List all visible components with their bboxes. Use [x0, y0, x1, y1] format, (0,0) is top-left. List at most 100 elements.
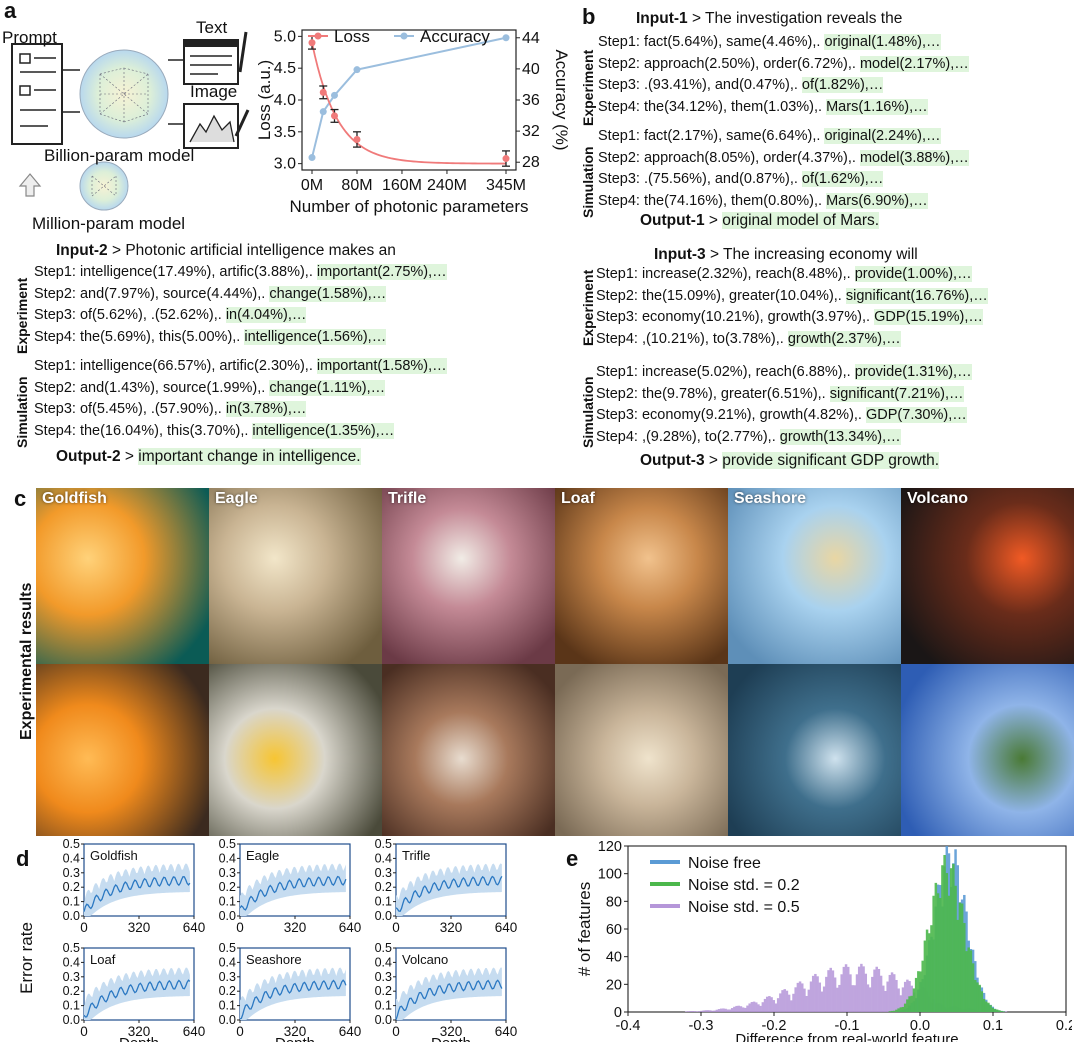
image-label-trifle: Trifle [388, 490, 427, 507]
input1-experiment-step-4: Step4: the(34.12%), them(1.03%),. Mars(1… [598, 98, 928, 115]
hist-bar [860, 963, 863, 1012]
experimental-loaf-image: Loaf [555, 488, 728, 664]
step-text: Step4: ,(10.21%), to(3.78%),. [596, 330, 788, 347]
error-x-tick-label: 640 [495, 920, 518, 935]
hist-x-tick-label: -0.1 [835, 1018, 860, 1034]
hist-bar [908, 996, 911, 1012]
step-text: Step3: .(75.56%), and(0.87%),. [598, 171, 802, 187]
hist-bar [829, 967, 832, 1012]
step-highlight: model(3.88%),… [859, 149, 969, 166]
output-1-line-highlight: original model of Mars. [722, 212, 880, 229]
input2-simulation-step-3: Step3: of(5.45%), .(57.90%),. in(3.78%),… [34, 401, 307, 417]
hist-bar [689, 1011, 692, 1012]
schematic-svg [11, 31, 250, 211]
hist-bar [761, 1002, 765, 1012]
error-panel-eagle: Eagle 0.00.10.20.30.40.5 0 320 640 [219, 837, 362, 935]
loss-fit-line [311, 42, 507, 165]
input3-simulation-step-4: Step4: ,(9.28%), to(2.77%),. growth(13.3… [596, 428, 901, 445]
hist-bar [971, 963, 975, 1012]
error-y-tick-label: 0.2 [219, 880, 236, 894]
step-highlight: Mars(1.16%),… [826, 98, 928, 115]
hist-bar [928, 933, 931, 1012]
experimental-volcano-image: Volcano [901, 488, 1074, 664]
hist-bar [717, 1009, 721, 1012]
experimental-eagle-image: Eagle [209, 488, 382, 664]
step-text: Step1: intelligence(17.49%), artific(3.8… [34, 264, 317, 280]
step-text: Step4: ,(9.28%), to(2.77%),. [596, 428, 780, 445]
input-3-line: Input-3 > The increasing economy will [654, 246, 918, 264]
hist-bar [974, 980, 977, 1012]
hist-bar [695, 1011, 699, 1012]
hist-bar [864, 973, 868, 1012]
image-label-eagle: Eagle [215, 490, 258, 507]
hist-bar [991, 1007, 995, 1012]
error-x-tick-label: 0 [80, 1024, 88, 1039]
hist-y-tick-label: 40 [606, 950, 622, 966]
pencil-icon [238, 31, 248, 73]
hist-bar [693, 1011, 697, 1012]
hist-bar [816, 976, 819, 1012]
hist-bar [969, 950, 973, 1012]
hist-x-tick-label: 0.2 [1056, 1018, 1072, 1034]
hist-bar [757, 1004, 760, 1012]
side-label-simulation-3: Simulation [580, 376, 596, 448]
input-1-line: Input-1 > The investigation reveals the [636, 10, 902, 28]
input3-simulation-step-3: Step3: economy(9.21%), growth(4.82%),. G… [596, 407, 967, 423]
step-highlight: growth(13.34%),… [779, 428, 901, 445]
input2-simulation-step-2: Step2: and(1.43%), source(1.99%),. chang… [34, 379, 386, 396]
hist-bar [886, 981, 889, 1012]
error-y-tick-label: 0.1 [375, 999, 392, 1013]
step-text: Step2: and(1.43%), source(1.99%),. [34, 379, 270, 396]
input3-experiment-step-2: Step2: the(15.09%), greater(10.04%),. si… [596, 287, 988, 304]
input3-simulation-step-1: Step1: increase(5.02%), reach(6.88%),. p… [596, 364, 972, 380]
error-x-tick-label: 640 [183, 1024, 206, 1039]
error-y-tick-label: 0.3 [219, 970, 236, 984]
side-label-simulation-1: Simulation [580, 146, 596, 218]
legend-accuracy-label: Accuracy [420, 27, 490, 46]
error-panel-title: Goldfish [90, 848, 138, 863]
step-text: Step3: economy(10.21%), growth(3.97%),. [596, 309, 875, 325]
hist-bar [987, 1002, 990, 1012]
y2-tick-label: 28 [522, 154, 540, 171]
step-highlight: in(4.04%),… [225, 307, 307, 323]
hist-bar [711, 1010, 714, 1012]
step-text: Step2: and(7.97%), source(4.44%),. [34, 285, 270, 302]
hist-bar [932, 895, 935, 1012]
step-highlight: model(2.17%),… [859, 55, 969, 72]
hist-bar [783, 989, 786, 1012]
input2-experiment-step-3: Step3: of(5.62%), .(52.62%),. in(4.04%),… [34, 307, 307, 323]
hist-bar [890, 972, 894, 1012]
feature-difference-histogram: -0.4 -0.3 -0.2 -0.1 0.0 0.1 0.2 0 20 40 60 80 100 120… [575, 839, 1072, 1042]
step-highlight: change(1.11%),… [269, 379, 386, 396]
input2-experiment-step-2: Step2: and(7.97%), source(4.44%),. chang… [34, 285, 387, 302]
hist-x-tick-label: -0.3 [689, 1018, 714, 1034]
error-y-tick-label: 0.0 [63, 909, 80, 923]
hist-bar [833, 977, 837, 1012]
side-label-experiment-1: Experiment [580, 49, 596, 126]
reference-goldfish-image [36, 664, 209, 836]
hist-bar [998, 1010, 1001, 1012]
error-y-tick-label: 0.2 [63, 880, 80, 894]
hist-bar [691, 1011, 694, 1012]
hist-bar [875, 966, 878, 1012]
error-x-tick-label: 320 [440, 920, 463, 935]
hist-bar [730, 1008, 734, 1012]
accuracy-point [353, 66, 361, 74]
error-x-tick-label: 640 [183, 920, 206, 935]
error-x-tick-label: 0 [236, 1024, 244, 1039]
y-tick-label: 3.5 [274, 124, 296, 141]
hist-bar [967, 947, 970, 1012]
hist-bar [836, 987, 839, 1012]
error-band [240, 863, 346, 916]
step-text: Step1: increase(2.32%), reach(8.48%),. [596, 266, 855, 282]
hist-bar [895, 979, 898, 1012]
step-highlight: intelligence(1.35%),… [252, 422, 395, 439]
hist-bar [827, 970, 830, 1012]
output-1-line-tag: Output-1 [640, 212, 705, 229]
error-y-tick-label: 0.2 [219, 984, 236, 998]
hist-bar [759, 1005, 762, 1012]
step-highlight: Mars(6.90%),… [826, 192, 928, 209]
input3-experiment-step-4: Step4: ,(10.21%), to(3.78%),. growth(2.3… [596, 330, 901, 347]
hist-bar [838, 984, 841, 1012]
y2-tick-label: 36 [522, 92, 540, 109]
